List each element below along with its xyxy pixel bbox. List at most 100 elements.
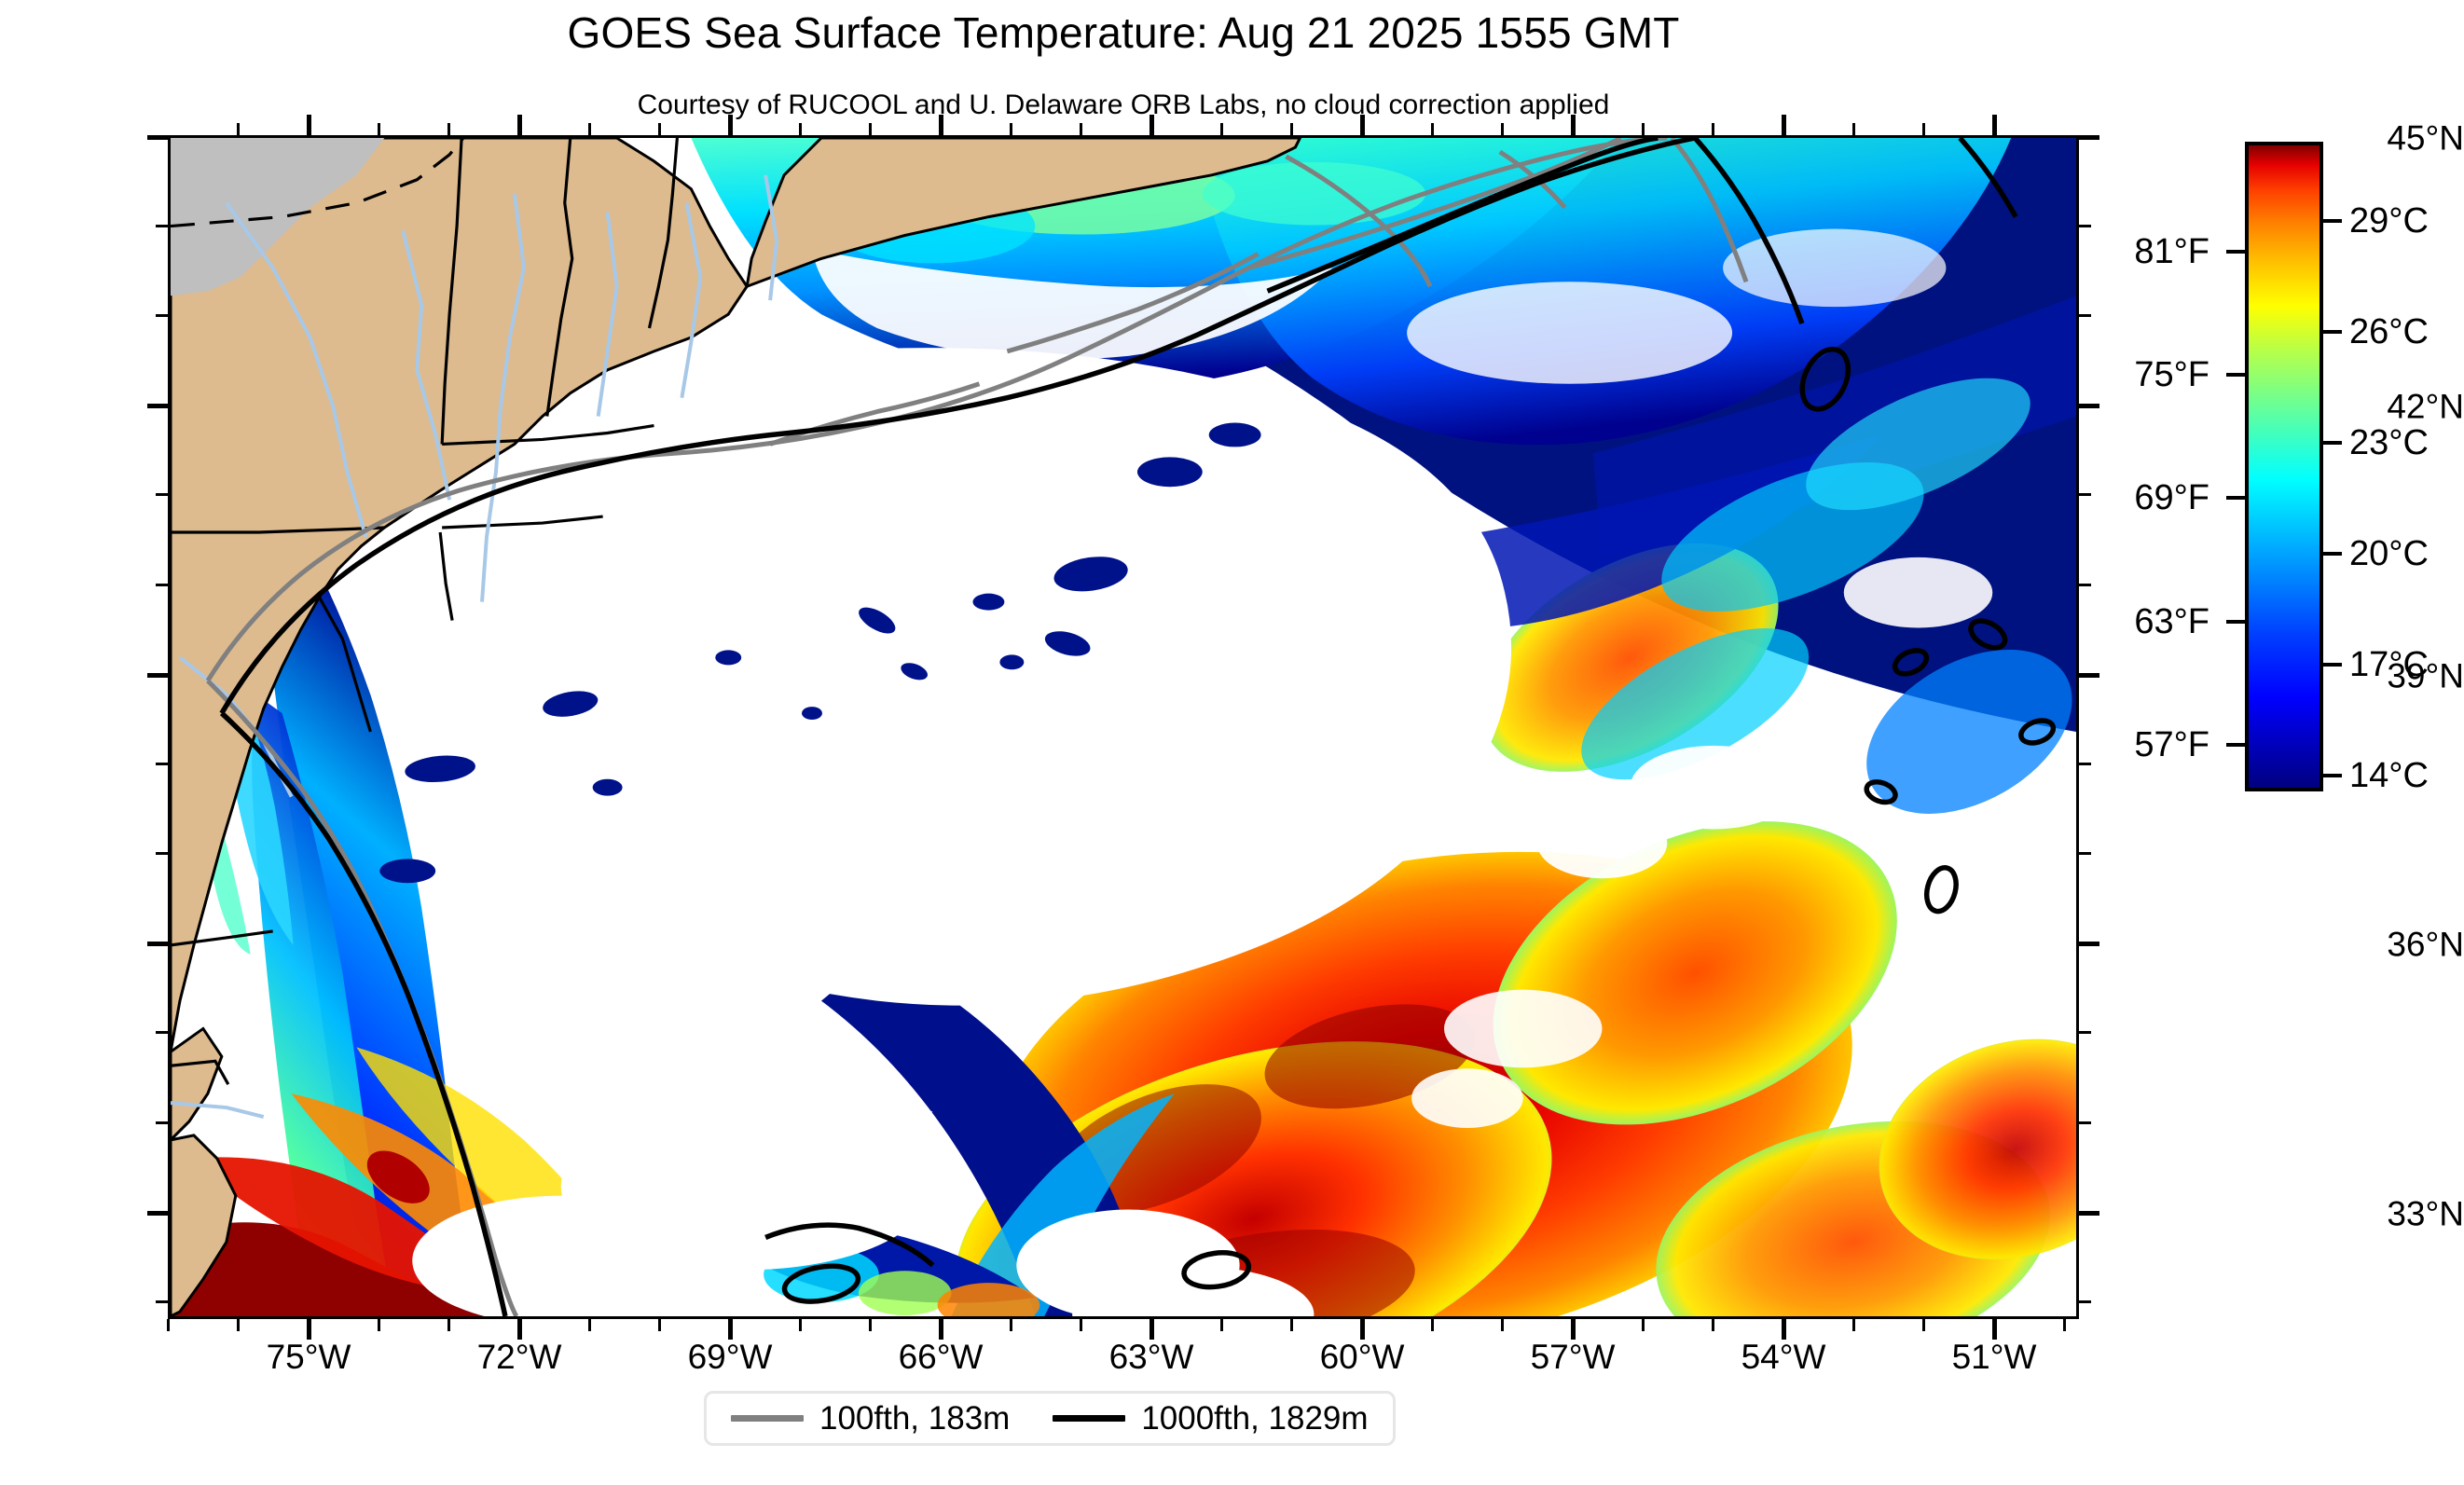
- xtick-major-top: [517, 115, 522, 135]
- cbar-tick-c: [2323, 663, 2342, 667]
- xtick-label-63w: 63°W: [1108, 1338, 1194, 1376]
- ytick-minor: [156, 493, 168, 496]
- xtick-label-51w: 51°W: [1951, 1338, 2037, 1376]
- xtick-minor: [1712, 1319, 1714, 1331]
- xtick-minor: [1290, 1319, 1293, 1331]
- cbar-label-17c: 17°C: [2349, 645, 2429, 684]
- xtick-minor-top: [1220, 123, 1223, 135]
- ytick-minor-right: [2079, 763, 2091, 765]
- xtick-major: [1782, 1319, 1786, 1340]
- legend-item-100fth[interactable]: 100fth, 183m: [731, 1402, 1010, 1435]
- ytick-minor-right: [2079, 225, 2091, 227]
- xtick-label-75w: 75°W: [266, 1338, 351, 1376]
- ytick-label-33n: 33°N: [2387, 1194, 2464, 1233]
- xtick-major: [1992, 1319, 1997, 1340]
- ytick-major-right: [2079, 673, 2099, 678]
- xtick-minor: [2063, 1319, 2066, 1331]
- cbar-label-75f: 75°F: [2134, 355, 2209, 394]
- ytick-label-39n: 39°N: [2387, 656, 2464, 695]
- ytick-minor: [156, 1300, 168, 1303]
- xtick-minor-top: [658, 123, 661, 135]
- ytick-minor: [156, 584, 168, 586]
- xtick-major: [728, 1319, 733, 1340]
- legend-label-100fth: 100fth, 183m: [819, 1400, 1011, 1437]
- ytick-major: [147, 404, 168, 408]
- xtick-label-66w: 66°W: [898, 1338, 984, 1376]
- ytick-minor-right: [2079, 1031, 2091, 1034]
- colorbar-gradient: [2249, 145, 2319, 788]
- xtick-minor: [588, 1319, 591, 1331]
- legend-item-1000fth[interactable]: 1000fth, 1829m: [1053, 1402, 1369, 1435]
- ytick-minor-right: [2079, 1300, 2091, 1303]
- contour-100-fathom: [205, 138, 1749, 1316]
- xtick-minor: [378, 1319, 380, 1331]
- xtick-minor-top: [1852, 123, 1855, 135]
- xtick-major: [517, 1319, 522, 1340]
- xtick-minor: [1922, 1319, 1925, 1331]
- ytick-major-right: [2079, 135, 2099, 140]
- land-canada-shade: [171, 138, 385, 296]
- xtick-major-top: [307, 115, 311, 135]
- xtick-minor-top: [799, 123, 802, 135]
- legend-line-1000fth: [1053, 1415, 1126, 1422]
- cbar-tick-c: [2323, 330, 2342, 334]
- ytick-minor-right: [2079, 584, 2091, 586]
- ytick-minor: [156, 1121, 168, 1124]
- ytick-minor-right: [2079, 1121, 2091, 1124]
- xtick-minor-top: [447, 123, 450, 135]
- xtick-minor: [869, 1319, 872, 1331]
- xtick-minor: [1852, 1319, 1855, 1331]
- ytick-major-right: [2079, 1211, 2099, 1216]
- page-title: GOES Sea Surface Temperature: Aug 21 202…: [567, 8, 1680, 57]
- cbar-tick-f: [2226, 373, 2245, 377]
- xtick-major-top: [1360, 115, 1365, 135]
- cbar-tick-c: [2323, 552, 2342, 556]
- cbar-label-63f: 63°F: [2134, 602, 2209, 641]
- xtick-minor: [799, 1319, 802, 1331]
- ytick-major-right: [2079, 942, 2099, 946]
- map-plot-area[interactable]: [168, 135, 2079, 1319]
- ytick-minor-right: [2079, 852, 2091, 855]
- xtick-major: [939, 1319, 943, 1340]
- ytick-minor-right: [2079, 493, 2091, 496]
- bathymetry-legend[interactable]: 100fth, 183m 1000fth, 1829m: [704, 1391, 1396, 1446]
- xtick-minor-top: [378, 123, 380, 135]
- ytick-label-36n: 36°N: [2387, 925, 2464, 964]
- ytick-major: [147, 135, 168, 140]
- colorbar[interactable]: [2245, 142, 2323, 791]
- xtick-minor: [447, 1319, 450, 1331]
- xtick-major-top: [728, 115, 733, 135]
- ytick-major: [147, 942, 168, 946]
- xtick-label-69w: 69°W: [687, 1338, 773, 1376]
- xtick-minor: [1642, 1319, 1645, 1331]
- cbar-label-20c: 20°C: [2349, 534, 2429, 573]
- ytick-minor: [156, 225, 168, 227]
- political-boundaries: [171, 138, 679, 1085]
- xtick-minor: [1220, 1319, 1223, 1331]
- cbar-label-81f: 81°F: [2134, 232, 2209, 271]
- sst-raster-field: [171, 138, 2076, 1316]
- ytick-major-right: [2079, 404, 2099, 408]
- ytick-minor: [156, 314, 168, 317]
- xtick-major: [1360, 1319, 1365, 1340]
- xtick-minor: [1010, 1319, 1012, 1331]
- sst-map-svg: [171, 138, 2076, 1316]
- xtick-minor-top: [1501, 123, 1504, 135]
- xtick-minor: [1431, 1319, 1434, 1331]
- ytick-minor: [156, 1031, 168, 1034]
- xtick-minor: [658, 1319, 661, 1331]
- xtick-minor-top: [237, 123, 240, 135]
- rivers: [171, 174, 779, 1119]
- cbar-tick-f: [2226, 743, 2245, 747]
- cbar-tick-c: [2323, 774, 2342, 777]
- ytick-major: [147, 673, 168, 678]
- xtick-minor: [167, 1319, 170, 1331]
- cbar-tick-c: [2323, 219, 2342, 223]
- ytick-major: [147, 1211, 168, 1216]
- xtick-minor-top: [1922, 123, 1925, 135]
- land-masses: [171, 138, 1302, 1316]
- xtick-label-57w: 57°W: [1530, 1338, 1616, 1376]
- ytick-label-42n: 42°N: [2387, 387, 2464, 426]
- cbar-tick-f: [2226, 496, 2245, 500]
